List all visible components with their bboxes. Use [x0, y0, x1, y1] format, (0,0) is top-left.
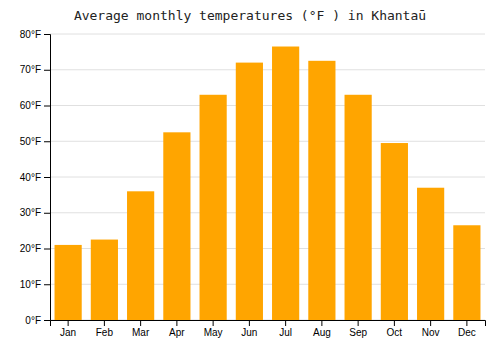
grid-line	[50, 177, 485, 178]
bar	[236, 63, 263, 320]
grid-line	[50, 69, 485, 70]
x-axis-line	[51, 321, 486, 327]
y-tick-label: 60°F	[20, 100, 41, 111]
x-tick-mark	[358, 320, 359, 326]
x-tick-mark	[249, 320, 250, 326]
y-tick-label: 70°F	[20, 64, 41, 75]
y-tick: 70°F	[20, 64, 50, 75]
y-tick-label: 30°F	[20, 207, 41, 218]
x-tick: Jan	[60, 320, 76, 338]
y-tick: 20°F	[20, 243, 50, 254]
x-tick-mark	[176, 320, 177, 326]
bar	[308, 61, 335, 320]
y-tick: 60°F	[20, 100, 50, 111]
grid	[50, 34, 485, 320]
x-tick: Sep	[349, 320, 367, 338]
y-tick-label: 80°F	[20, 29, 41, 40]
bar	[91, 240, 118, 320]
x-tick-label: May	[204, 327, 223, 338]
x-tick-label: Nov	[422, 327, 440, 338]
y-axis: 0°F 10°F 20°F 30°F 40°F 50°F 60°F 70°F 80°F	[20, 29, 51, 326]
x-tick-mark	[285, 320, 286, 326]
x-tick-mark	[430, 320, 431, 326]
x-tick: Dec	[458, 320, 476, 338]
y-tick: 0°F	[25, 315, 50, 326]
y-tick: 80°F	[20, 29, 50, 40]
y-tick-mark	[44, 70, 50, 71]
y-tick-mark	[44, 106, 50, 107]
x-axis: Jan Feb Mar Apr May Jun Jul Aug Sep Oct Nov Dec	[51, 320, 486, 338]
x-tick-mark	[104, 320, 105, 326]
x-tick-label: Oct	[387, 327, 403, 338]
x-tick-label: Apr	[169, 327, 185, 338]
y-tick: 10°F	[20, 279, 50, 290]
plot: 0°F 10°F 20°F 30°F 40°F 50°F 60°F 70°F 80°F Jan Fe…	[20, 29, 486, 338]
grid-line	[50, 141, 485, 142]
x-tick: Jun	[241, 320, 257, 338]
x-tick-label: Mar	[132, 327, 150, 338]
x-tick-mark	[213, 320, 214, 326]
x-tick-label: Sep	[349, 327, 367, 338]
x-tick: Mar	[132, 320, 150, 338]
bar	[127, 191, 154, 320]
x-tick: Jul	[279, 320, 292, 338]
bars	[55, 47, 481, 320]
y-tick: 40°F	[20, 172, 50, 183]
x-tick-label: Jun	[241, 327, 257, 338]
grid-line	[50, 105, 485, 106]
x-tick-label: Feb	[96, 327, 114, 338]
x-tick-mark	[466, 320, 467, 326]
chart: 0°F 10°F 20°F 30°F 40°F 50°F 60°F 70°F 80°F Jan Fe…	[0, 0, 500, 350]
x-tick: May	[204, 320, 223, 338]
y-tick-mark	[44, 141, 50, 142]
x-tick-mark	[321, 320, 322, 326]
x-tick-mark	[140, 320, 141, 326]
x-tick: Feb	[96, 320, 114, 338]
y-axis-line	[44, 35, 51, 321]
x-tick: Apr	[169, 320, 185, 338]
y-tick-label: 0°F	[25, 315, 41, 326]
title: Average monthly temperatures (°F ) in Kh…	[74, 8, 426, 23]
bar	[55, 245, 82, 320]
bar	[163, 132, 190, 320]
x-tick: Oct	[387, 320, 403, 338]
y-tick: 30°F	[20, 207, 50, 218]
y-tick: 50°F	[20, 136, 50, 147]
x-tick-label: Jul	[279, 327, 292, 338]
grid-line	[50, 34, 485, 35]
x-tick-label: Jan	[60, 327, 76, 338]
bar	[453, 225, 480, 320]
x-tick: Nov	[422, 320, 440, 338]
x-tick-label: Dec	[458, 327, 476, 338]
bar	[381, 143, 408, 320]
y-tick-label: 50°F	[20, 136, 41, 147]
y-tick-mark	[44, 34, 50, 35]
x-tick-label: Aug	[313, 327, 331, 338]
y-tick-label: 10°F	[20, 279, 41, 290]
bar	[272, 47, 299, 320]
y-tick-mark	[44, 249, 50, 250]
y-tick-mark	[44, 320, 50, 321]
bar	[200, 95, 227, 320]
x-tick-mark	[394, 320, 395, 326]
x-tick-mark	[68, 320, 69, 326]
x-tick: Aug	[313, 320, 331, 338]
y-tick-label: 40°F	[20, 172, 41, 183]
y-tick-mark	[44, 284, 50, 285]
y-tick-mark	[44, 177, 50, 178]
y-tick-mark	[44, 213, 50, 214]
bar	[417, 188, 444, 320]
bar	[345, 95, 372, 320]
y-tick-label: 20°F	[20, 243, 41, 254]
